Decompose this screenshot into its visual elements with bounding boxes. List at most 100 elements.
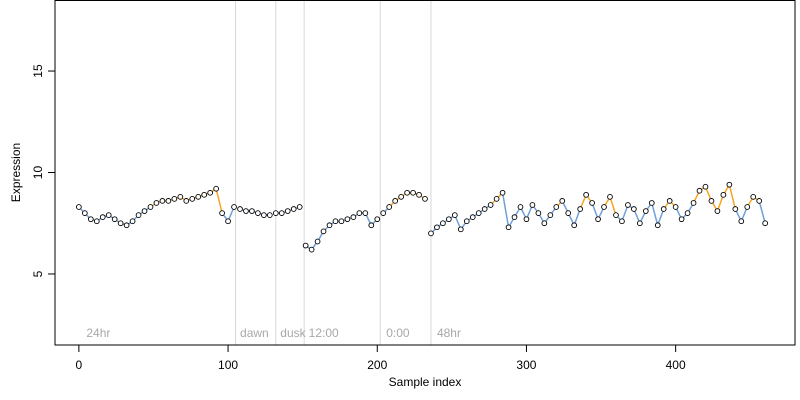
data-point [302, 242, 309, 249]
data-point [648, 200, 655, 206]
data-point [320, 228, 327, 235]
data-point [416, 191, 422, 198]
y-tick-label: 5 [31, 270, 45, 277]
series-lines [78, 184, 766, 251]
data-point [451, 212, 458, 218]
series-segment [215, 188, 223, 214]
data-point [171, 196, 178, 202]
section-boundaries [235, 0, 432, 345]
data-point [207, 189, 214, 196]
data-point [183, 198, 190, 204]
data-point [87, 216, 94, 223]
data-point [249, 208, 255, 214]
data-point [541, 220, 548, 227]
data-point [553, 204, 560, 210]
data-point [475, 210, 482, 216]
series-segment [573, 208, 581, 226]
data-point [696, 187, 703, 194]
data-point [523, 216, 530, 223]
x-tick-label: 200 [367, 358, 387, 372]
data-point [117, 220, 124, 227]
data-point [326, 222, 333, 229]
plot-frame [54, 0, 796, 346]
y-tick-label: 15 [31, 64, 45, 78]
data-point [678, 216, 685, 223]
series-segment [657, 208, 665, 226]
data-point [237, 206, 243, 212]
data-point [290, 206, 297, 212]
section-label: dusk [280, 326, 306, 340]
data-point [380, 210, 387, 216]
data-point [81, 210, 88, 216]
data-point [296, 204, 303, 210]
data-point [374, 216, 381, 223]
data-point [99, 214, 106, 220]
data-point [481, 206, 488, 212]
series-segment [609, 196, 617, 216]
data-point [422, 196, 428, 202]
data-point [726, 181, 733, 188]
data-point [129, 218, 136, 225]
data-point [338, 218, 345, 225]
data-point [434, 224, 440, 231]
data-point [589, 200, 595, 206]
data-point [744, 204, 751, 210]
data-point [410, 189, 416, 196]
data-point [577, 206, 584, 212]
x-tick-label: 0 [76, 358, 83, 372]
data-point [571, 222, 578, 229]
data-point [332, 218, 339, 225]
data-point [231, 204, 237, 210]
data-point [660, 206, 667, 212]
x-axis: 0 100 200 300 400 [76, 344, 686, 372]
y-axis: 5 10 15 [31, 64, 56, 277]
data-point [135, 212, 142, 218]
data-point [177, 194, 184, 200]
data-point [362, 210, 369, 216]
data-point [613, 212, 619, 218]
y-tick-label: 10 [31, 166, 45, 180]
data-point [762, 220, 769, 227]
data-point [356, 210, 363, 216]
data-point [111, 216, 118, 223]
data-point [76, 204, 82, 210]
data-point [368, 222, 375, 229]
series-segment [501, 192, 510, 228]
data-point [511, 214, 518, 220]
data-point [123, 222, 130, 229]
data-point [601, 204, 607, 210]
data-points [76, 181, 769, 253]
data-point [446, 216, 452, 223]
data-point [428, 230, 434, 237]
data-point [499, 189, 506, 196]
data-point [487, 202, 494, 208]
data-point [714, 208, 721, 214]
data-point [756, 198, 763, 204]
data-point [505, 224, 512, 231]
y-axis-label: Expression [9, 143, 23, 202]
x-tick-label: 100 [218, 358, 238, 372]
data-point [165, 198, 172, 204]
data-point [213, 185, 219, 192]
data-point [738, 218, 745, 225]
data-point [255, 210, 261, 216]
data-point [153, 200, 160, 206]
section-label: 48hr [437, 326, 461, 340]
data-point [404, 189, 410, 196]
data-point [105, 212, 112, 218]
data-point [493, 196, 500, 202]
data-point [732, 206, 739, 212]
data-point [535, 210, 542, 216]
section-label: 24hr [86, 326, 110, 340]
data-point [457, 226, 464, 233]
data-point [708, 198, 715, 204]
data-point [631, 206, 637, 212]
data-point [314, 238, 321, 245]
data-point [529, 202, 536, 208]
data-point [559, 198, 566, 204]
section-label: 12:00 [309, 326, 339, 340]
section-label: dawn [240, 326, 269, 340]
series-segment [621, 204, 629, 222]
section-label: 0:00 [386, 326, 410, 340]
